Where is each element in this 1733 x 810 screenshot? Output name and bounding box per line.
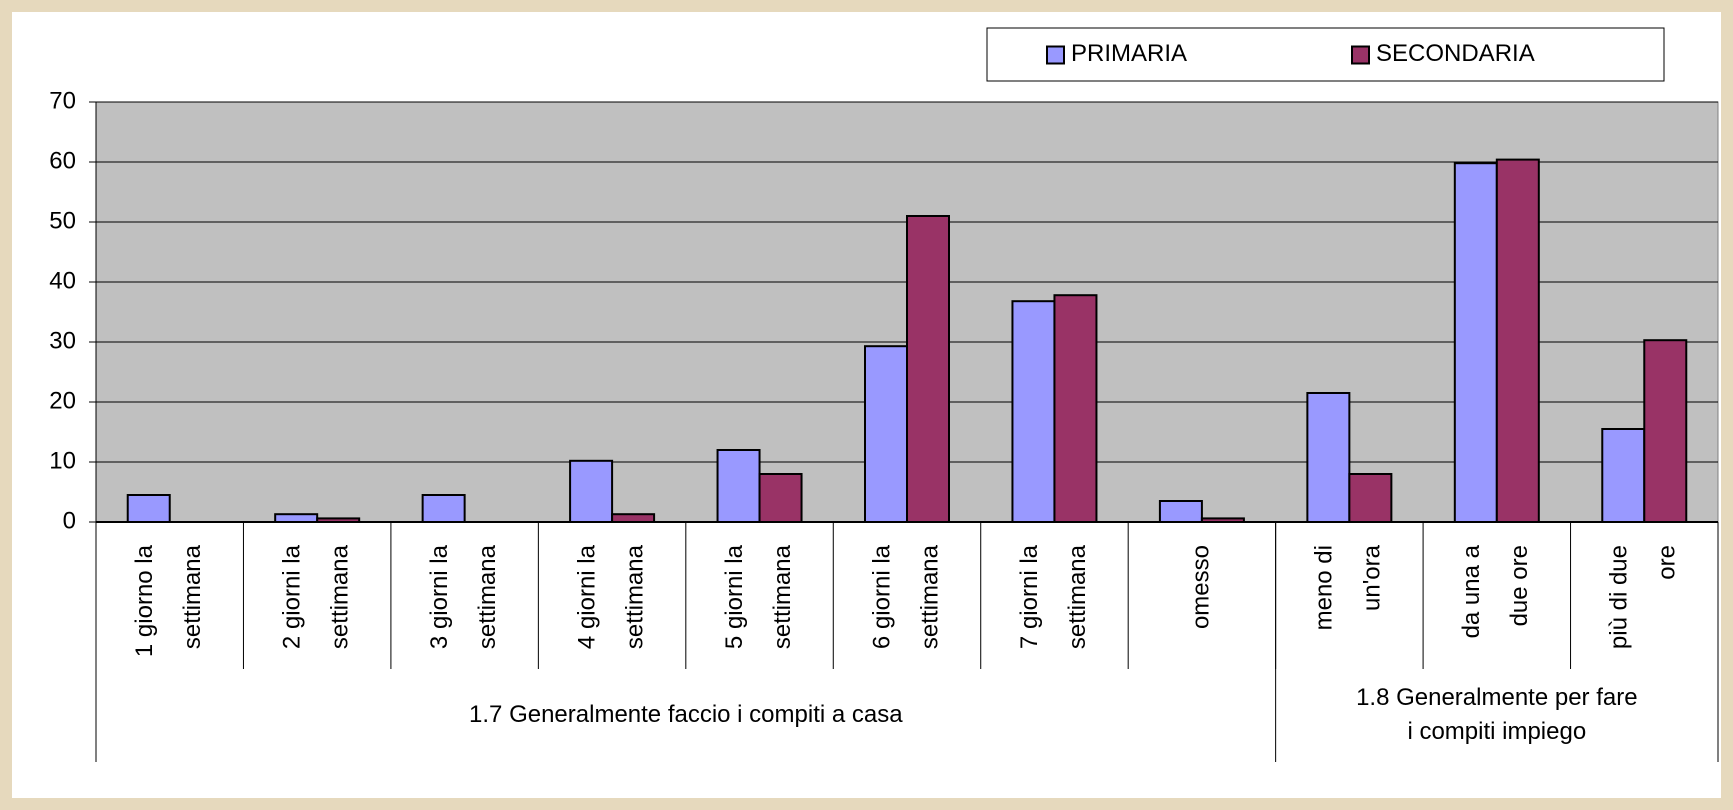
x-tick-label: 6 giorni la <box>868 544 895 649</box>
bar <box>1495 158 1540 523</box>
x-tick-label: da una a <box>1458 544 1485 638</box>
x-tick-label: 2 giorni la <box>279 544 306 649</box>
x-tick-label: settimana <box>916 544 943 649</box>
bar <box>569 459 614 523</box>
x-tick-label: più di due <box>1606 545 1633 649</box>
y-tick-label: 30 <box>49 327 76 354</box>
bar <box>906 215 950 523</box>
bar <box>1348 473 1393 523</box>
x-tick-label: settimana <box>474 544 501 649</box>
x-tick-label: due ore <box>1506 545 1533 626</box>
x-tick-label: 1 giorno la <box>131 544 158 657</box>
bar <box>1011 300 1056 524</box>
bar <box>716 449 761 523</box>
x-tick-label: settimana <box>179 544 206 649</box>
x-tick-label: settimana <box>327 544 354 649</box>
bar <box>274 513 319 524</box>
y-tick-label: 50 <box>49 207 76 234</box>
x-tick-label: settimana <box>1064 544 1091 649</box>
x-tick-label: settimana <box>621 544 648 649</box>
x-tick-label: settimana <box>769 544 796 649</box>
legend-label: SECONDARIA <box>1376 40 1535 67</box>
legend-box <box>986 27 1665 82</box>
y-tick-label: 70 <box>49 87 76 114</box>
bar <box>126 494 171 523</box>
legend-swatch <box>1046 45 1065 65</box>
bar <box>864 345 908 524</box>
x-tick-label: 7 giorni la <box>1016 544 1043 649</box>
y-tick-label: 10 <box>49 447 76 474</box>
group-label: i compiti impiego <box>1407 718 1586 745</box>
group-label: 1.7 Generalmente faccio i compiti a casa <box>469 701 903 728</box>
bar <box>1306 392 1351 523</box>
legend-label: PRIMARIA <box>1071 40 1187 67</box>
legend-swatch <box>1351 45 1370 65</box>
y-tick-label: 60 <box>49 147 76 174</box>
bar <box>1053 294 1098 524</box>
x-tick-label: ore <box>1654 545 1681 580</box>
bar <box>1453 162 1498 523</box>
x-tick-label: 4 giorni la <box>573 544 600 649</box>
x-tick-label: 3 giorni la <box>426 544 453 649</box>
y-tick-label: 0 <box>63 507 76 534</box>
bar <box>758 473 803 523</box>
bar <box>1158 500 1203 523</box>
x-tick-label: un'ora <box>1359 544 1386 611</box>
y-tick-label: 20 <box>49 387 76 414</box>
bar <box>611 513 656 524</box>
x-tick-label: omesso <box>1187 545 1214 629</box>
x-tick-label: 5 giorni la <box>721 544 748 649</box>
y-tick-label: 40 <box>49 267 76 294</box>
group-label: 1.8 Generalmente per fare <box>1356 684 1638 711</box>
bar <box>1643 339 1688 524</box>
bar <box>1601 428 1646 523</box>
bar <box>421 494 466 523</box>
x-tick-label: meno di <box>1311 545 1338 630</box>
